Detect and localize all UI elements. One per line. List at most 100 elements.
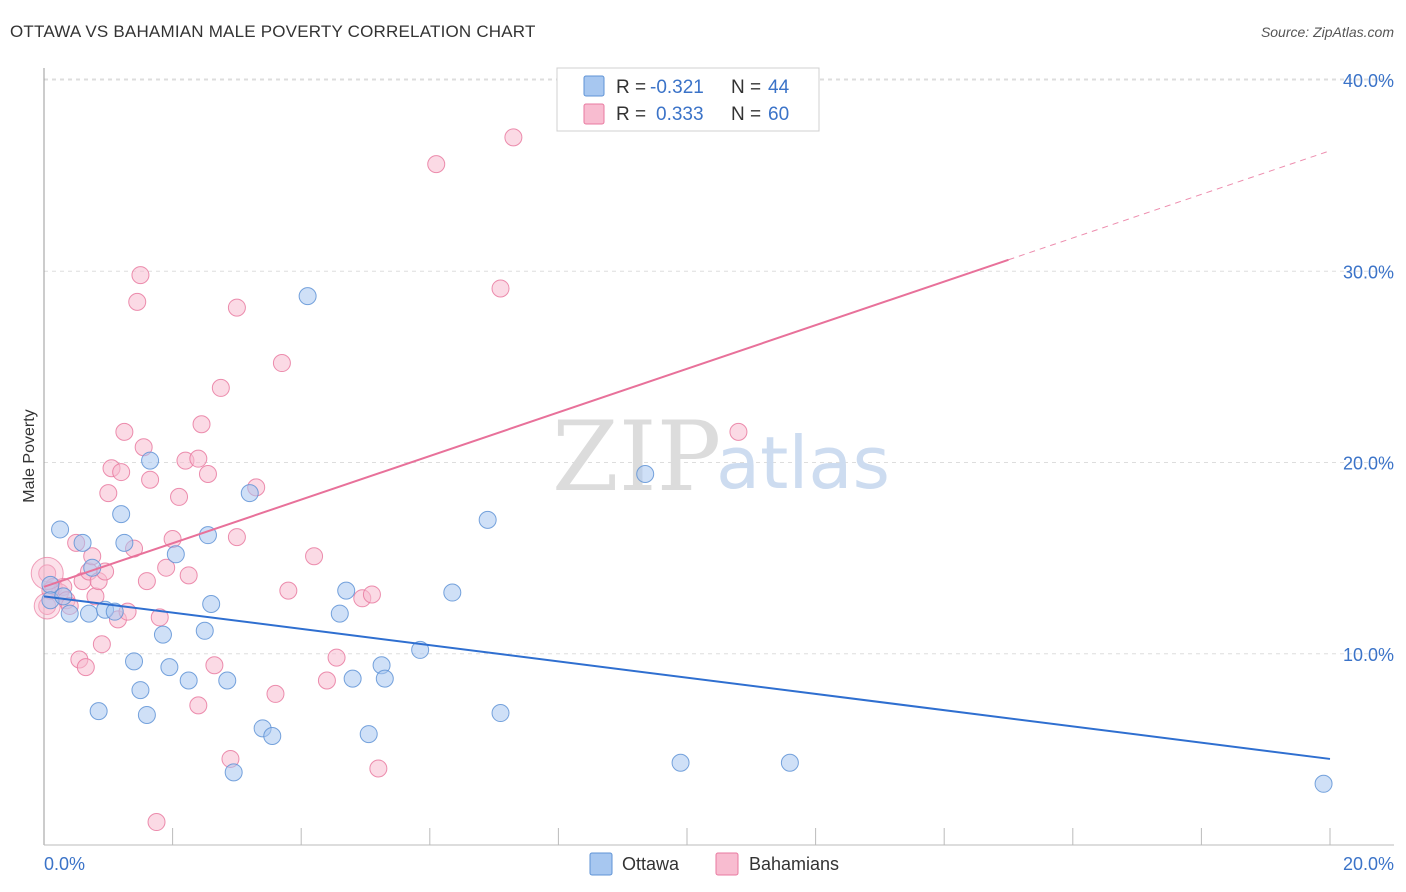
ottawa-point-36 [411,640,430,659]
bahamians-point-56 [491,279,510,298]
bahamians-point-10 [76,658,95,677]
bahamians-point-44 [227,298,246,317]
bahamians-point-39 [198,464,217,483]
ottawa-trend-line [43,595,1331,760]
bahamians-point-50 [317,671,336,690]
ottawa-point-2 [51,520,70,539]
bahamians-trend-extension [1008,150,1331,261]
ottawa-point-16 [141,451,160,470]
bahamians-trend-line [43,258,1009,588]
bahamians-point-28 [141,470,160,489]
legend-n-label-ottawa: N = [731,77,761,98]
ottawa-point-14 [131,681,150,700]
bahamians-point-21 [115,422,134,441]
ottawa-point-18 [160,658,179,677]
bahamians-point-57 [504,128,523,147]
ottawa-point-33 [359,725,378,744]
ottawa-point-20 [179,671,198,690]
bahamians-point-41 [211,378,230,397]
chart-source: Source: ZipAtlas.com [1260,24,1394,40]
ottawa-point-19 [166,545,185,564]
x-axis-ticks [172,828,1331,845]
grid-lines [44,78,1394,655]
bahamians-point-48 [279,581,298,600]
bahamians-point-43 [227,528,246,547]
ottawa-point-35 [375,669,394,688]
ottawa-point-32 [343,669,362,688]
bahamians-point-29 [147,813,166,832]
series-ottawa [41,287,1333,793]
series-legend: Ottawa Bahamians [589,852,839,876]
y-axis-label: Male Poverty [21,409,38,502]
bottom-legend-swatch-ottawa [589,852,613,876]
trend-lines [43,150,1331,760]
y-tick-labels: 10.0% 20.0% 30.0% 40.0% [1343,71,1394,665]
y-tick-label-3: 40.0% [1343,71,1394,91]
ottawa-point-3 [54,587,73,606]
legend-swatch-ottawa [583,75,605,97]
correlation-legend: R = -0.321 N = 44 R = 0.333 N = 60 [556,67,820,132]
legend-n-value-ottawa: 44 [768,77,790,98]
legend-r-label-ottawa: R = [616,77,646,98]
legend-n-value-bahamians: 60 [768,104,789,125]
bottom-legend-label-ottawa: Ottawa [622,854,680,874]
ottawa-point-24 [218,671,237,690]
ottawa-point-23 [202,595,221,614]
ottawa-point-17 [153,625,172,644]
bahamians-point-30 [150,608,169,627]
ottawa-point-13 [125,652,144,671]
ottawa-point-37 [443,583,462,602]
bottom-legend-label-bahamians: Bahamians [749,854,839,874]
ottawa-point-41 [671,753,690,772]
ottawa-point-5 [73,533,92,552]
ottawa-point-10 [105,602,124,621]
bottom-legend-swatch-bahamians [715,852,739,876]
ottawa-point-43 [1314,774,1333,793]
bahamians-point-17 [99,484,118,503]
x-tick-label-min: 0.0% [44,854,85,874]
bahamians-point-49 [305,547,324,566]
bahamians-point-15 [92,635,111,654]
bahamians-point-36 [189,449,208,468]
bahamians-point-38 [192,415,211,434]
ottawa-point-26 [240,484,259,503]
chart-title: OTTAWA VS BAHAMIAN MALE POVERTY CORRELAT… [10,22,536,41]
ottawa-point-4 [60,604,79,623]
watermark-zip: ZIP [552,401,721,513]
ottawa-point-6 [80,604,99,623]
y-tick-label-2: 30.0% [1343,262,1394,282]
ottawa-point-39 [491,704,510,723]
ottawa-point-30 [330,604,349,623]
legend-r-value-ottawa: -0.321 [650,77,704,98]
bahamians-point-47 [272,354,291,373]
bahamians-point-58 [729,422,748,441]
bahamians-point-35 [179,566,198,585]
y-tick-label-1: 20.0% [1343,454,1394,474]
y-tick-label-0: 10.0% [1343,645,1394,665]
ottawa-point-42 [780,753,799,772]
legend-swatch-bahamians [583,103,605,125]
ottawa-point-28 [263,726,282,745]
ottawa-point-22 [198,526,217,545]
ottawa-point-8 [89,702,108,721]
bahamians-point-25 [131,266,150,285]
bahamians-point-27 [137,572,156,591]
bahamians-point-37 [189,696,208,715]
ottawa-point-31 [337,581,356,600]
bahamians-point-33 [170,487,189,506]
legend-r-value-bahamians: 0.333 [656,104,704,125]
bahamians-point-55 [427,155,446,174]
bahamians-point-31 [157,558,176,577]
ottawa-point-38 [478,510,497,529]
bahamians-point-51 [327,648,346,667]
ottawa-point-25 [224,763,243,782]
legend-r-label-bahamians: R = [616,104,646,125]
bahamians-point-24 [128,292,147,311]
bahamians-point-40 [205,656,224,675]
ottawa-point-29 [298,287,317,306]
bahamians-point-20 [112,463,131,482]
bahamians-point-46 [266,684,285,703]
x-tick-label-max: 20.0% [1343,854,1394,874]
ottawa-point-15 [137,705,156,724]
